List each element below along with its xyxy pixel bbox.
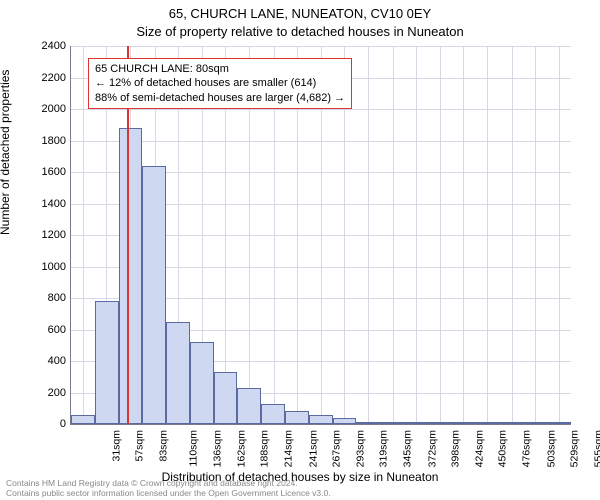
histogram-bar bbox=[71, 415, 95, 424]
annotation-line1: 65 CHURCH LANE: 80sqm bbox=[95, 62, 345, 76]
gridline-v bbox=[559, 46, 560, 424]
gridline-v bbox=[463, 46, 464, 424]
title-subtitle: Size of property relative to detached ho… bbox=[0, 24, 600, 39]
gridline-v bbox=[393, 46, 394, 424]
gridline-v bbox=[487, 46, 488, 424]
x-tick-label: 136sqm bbox=[212, 430, 224, 467]
gridline-v bbox=[83, 46, 84, 424]
histogram-bar bbox=[119, 128, 143, 424]
footer-line1: Contains HM Land Registry data © Crown c… bbox=[6, 478, 331, 488]
histogram-bar bbox=[261, 404, 285, 424]
x-tick-label: 57sqm bbox=[134, 430, 146, 462]
y-tick-label: 1800 bbox=[26, 135, 66, 147]
y-tick-label: 400 bbox=[26, 355, 66, 367]
histogram-bar bbox=[166, 322, 190, 424]
y-tick-label: 800 bbox=[26, 292, 66, 304]
x-tick-label: 188sqm bbox=[259, 430, 271, 467]
x-tick-label: 267sqm bbox=[331, 430, 343, 467]
x-tick-label: 476sqm bbox=[520, 430, 532, 467]
x-tick-label: 503sqm bbox=[545, 430, 557, 467]
histogram-bar bbox=[428, 422, 452, 424]
annotation-line2: ← 12% of detached houses are smaller (61… bbox=[95, 76, 345, 90]
histogram-bar bbox=[190, 342, 214, 424]
footer-attribution: Contains HM Land Registry data © Crown c… bbox=[6, 478, 331, 498]
histogram-bar bbox=[547, 422, 571, 424]
gridline-v bbox=[416, 46, 417, 424]
histogram-bar bbox=[309, 415, 333, 424]
y-tick-label: 1000 bbox=[26, 261, 66, 273]
y-tick-label: 2400 bbox=[26, 40, 66, 52]
x-tick-label: 372sqm bbox=[426, 430, 438, 467]
histogram-bar bbox=[95, 301, 119, 424]
x-tick-label: 319sqm bbox=[378, 430, 390, 467]
x-tick-label: 110sqm bbox=[187, 430, 199, 467]
y-tick-label: 1600 bbox=[26, 166, 66, 178]
gridline-v bbox=[512, 46, 513, 424]
x-tick-label: 345sqm bbox=[401, 430, 413, 467]
gridline-v bbox=[535, 46, 536, 424]
annotation-box: 65 CHURCH LANE: 80sqm ← 12% of detached … bbox=[88, 58, 352, 109]
gridline-v bbox=[440, 46, 441, 424]
y-tick-label: 1200 bbox=[26, 229, 66, 241]
x-tick-label: 162sqm bbox=[235, 430, 247, 467]
y-axis-label: Number of detached properties bbox=[0, 70, 12, 235]
x-tick-label: 398sqm bbox=[450, 430, 462, 467]
histogram-bar bbox=[142, 166, 166, 424]
x-tick-label: 214sqm bbox=[282, 430, 294, 467]
histogram-bar bbox=[404, 422, 428, 424]
y-tick-label: 2000 bbox=[26, 103, 66, 115]
y-tick-label: 1400 bbox=[26, 198, 66, 210]
title-address: 65, CHURCH LANE, NUNEATON, CV10 0EY bbox=[0, 6, 600, 21]
y-tick-label: 200 bbox=[26, 387, 66, 399]
histogram-bar bbox=[333, 418, 357, 424]
y-tick-label: 2200 bbox=[26, 72, 66, 84]
y-tick-label: 0 bbox=[26, 418, 66, 430]
x-tick-label: 293sqm bbox=[354, 430, 366, 467]
x-tick-label: 83sqm bbox=[158, 430, 170, 462]
x-tick-label: 424sqm bbox=[473, 430, 485, 467]
x-tick-label: 529sqm bbox=[568, 430, 580, 467]
x-tick-label: 450sqm bbox=[497, 430, 509, 467]
y-tick-label: 600 bbox=[26, 324, 66, 336]
x-tick-label: 31sqm bbox=[110, 430, 122, 462]
histogram-bar bbox=[499, 422, 523, 424]
x-tick-label: 555sqm bbox=[592, 430, 600, 467]
histogram-bar bbox=[285, 411, 309, 424]
histogram-bar bbox=[214, 372, 238, 424]
gridline-v bbox=[368, 46, 369, 424]
x-tick-label: 241sqm bbox=[307, 430, 319, 467]
histogram-bar bbox=[475, 422, 499, 424]
histogram-bar bbox=[356, 422, 380, 424]
histogram-bar bbox=[452, 422, 476, 424]
histogram-bar bbox=[523, 422, 547, 424]
annotation-line3: 88% of semi-detached houses are larger (… bbox=[95, 91, 345, 105]
histogram-bar bbox=[380, 422, 404, 424]
chart-container: 65, CHURCH LANE, NUNEATON, CV10 0EY Size… bbox=[0, 0, 600, 500]
footer-line2: Contains public sector information licen… bbox=[6, 488, 331, 498]
histogram-bar bbox=[237, 388, 261, 424]
